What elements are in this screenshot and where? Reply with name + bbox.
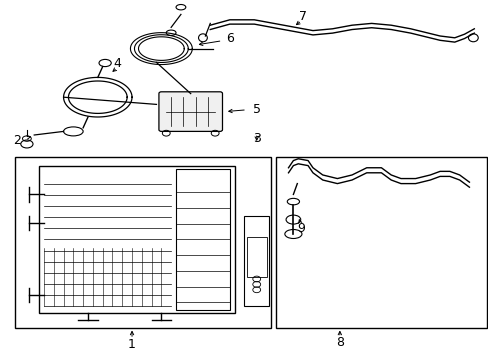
- Text: 3: 3: [252, 132, 260, 145]
- Text: 4: 4: [113, 57, 121, 69]
- Text: 8: 8: [335, 336, 343, 349]
- Text: 7: 7: [299, 10, 306, 23]
- Text: 9: 9: [296, 222, 304, 235]
- FancyBboxPatch shape: [159, 92, 222, 131]
- Bar: [176, 169, 229, 310]
- Bar: [15, 157, 271, 328]
- Bar: [276, 157, 486, 328]
- Text: 1: 1: [128, 338, 136, 351]
- Text: 5: 5: [252, 103, 260, 116]
- Bar: [246, 237, 266, 277]
- Text: 2: 2: [13, 134, 21, 147]
- Bar: [244, 216, 268, 306]
- Text: 6: 6: [225, 32, 233, 45]
